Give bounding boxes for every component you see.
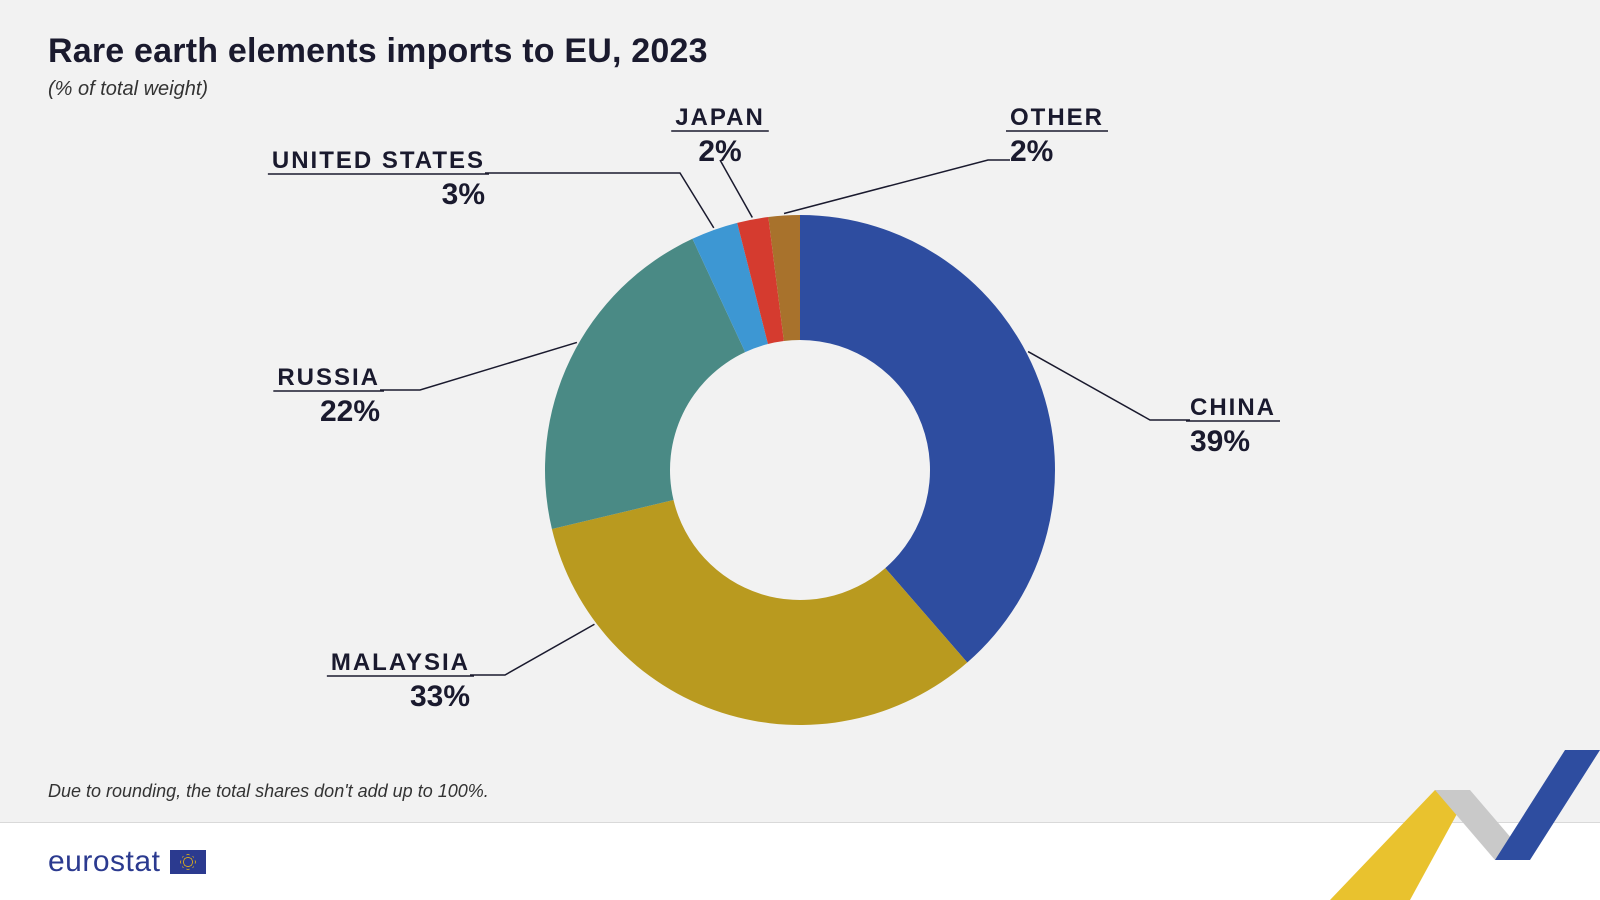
slice-label-value: 2%: [1010, 135, 1053, 168]
slice-label-name: UNITED STATES: [272, 147, 485, 174]
slice-label-name: RUSSIA: [277, 364, 380, 391]
brand-text: eurostat: [48, 845, 160, 879]
leader-line: [470, 624, 594, 675]
slice-label: OTHER 2%: [1006, 104, 1108, 168]
slice-label-name: JAPAN: [675, 104, 765, 131]
leader-line: [784, 160, 1010, 213]
slice-label-value: 39%: [1190, 425, 1250, 458]
leader-line: [720, 160, 752, 217]
slice-label-name: MALAYSIA: [331, 649, 470, 676]
leader-line: [1028, 352, 1190, 420]
slice-label: RUSSIA 22%: [273, 364, 384, 428]
donut-chart: CHINA 39% MALAYSIA 33% RUSSIA 22% UNITED STATE…: [0, 90, 1600, 790]
leader-line: [380, 342, 577, 390]
slice-label: CHINA 39%: [1186, 394, 1280, 458]
leader-line: [485, 173, 714, 228]
page-title: Rare earth elements imports to EU, 2023: [48, 32, 708, 71]
eu-flag-icon: [170, 850, 206, 874]
slice-label: MALAYSIA 33%: [327, 649, 474, 713]
title-text: Rare earth elements imports to EU, 2023: [48, 32, 708, 71]
slice-label-value: 3%: [442, 178, 485, 211]
footnote-text: Due to rounding, the total shares don't …: [48, 781, 489, 802]
slice-label-name: CHINA: [1190, 394, 1276, 421]
brand-logo: eurostat: [48, 845, 206, 879]
slice-label: UNITED STATES 3%: [268, 147, 489, 211]
slice-label-value: 22%: [320, 395, 380, 428]
slice-label-value: 2%: [698, 135, 741, 168]
footer-bar: eurostat: [0, 822, 1600, 900]
slice-label-name: OTHER: [1010, 104, 1104, 131]
donut-slice: [552, 500, 967, 725]
slice-label-value: 33%: [410, 680, 470, 713]
slice-label: JAPAN 2%: [671, 104, 769, 168]
